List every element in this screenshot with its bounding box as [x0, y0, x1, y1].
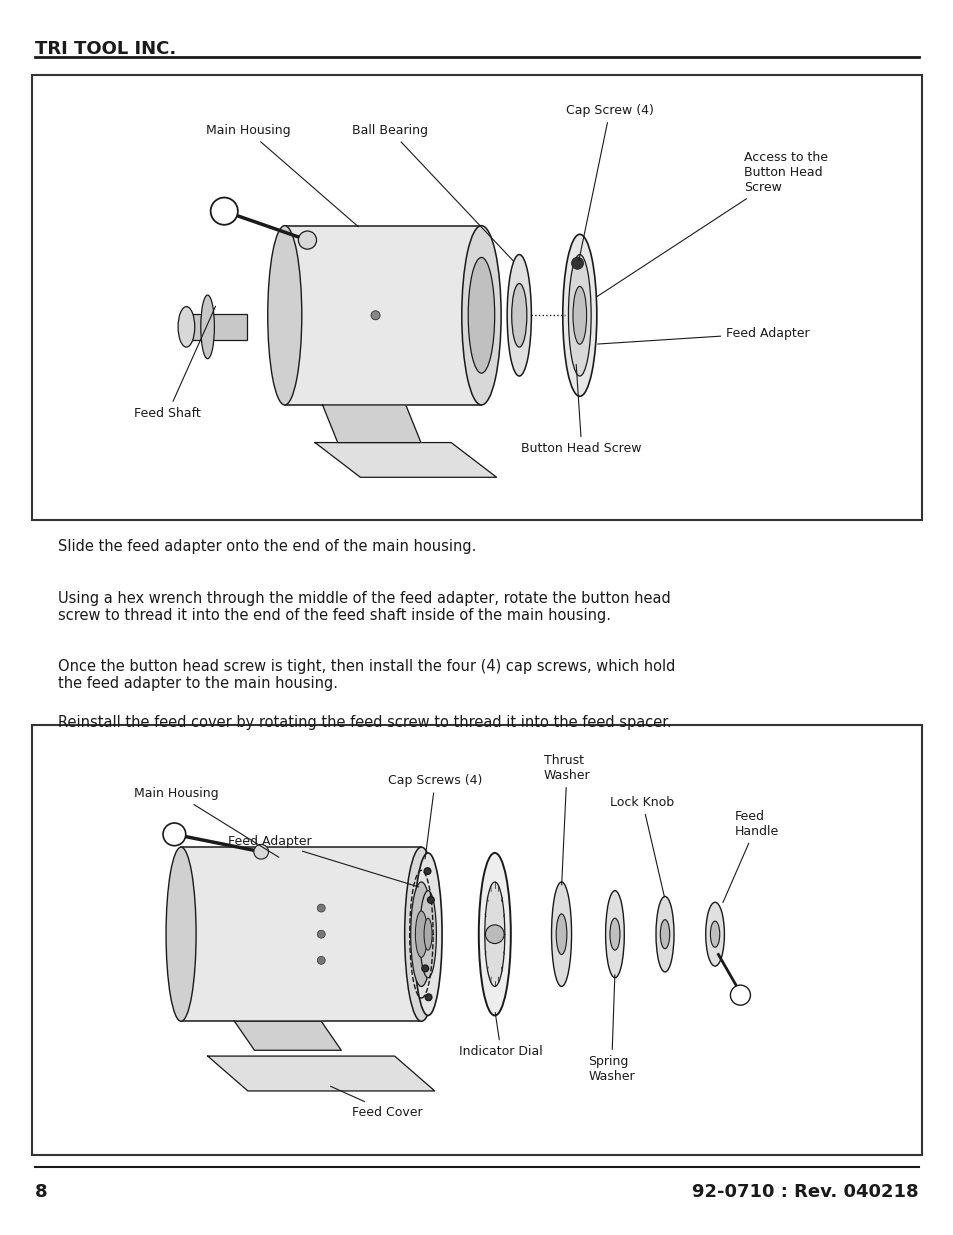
Ellipse shape [404, 847, 437, 1021]
Ellipse shape [551, 882, 571, 987]
Ellipse shape [659, 920, 669, 948]
Ellipse shape [410, 882, 432, 987]
Circle shape [317, 956, 325, 965]
Circle shape [485, 925, 503, 944]
Text: 92-0710 : Rev. 040218: 92-0710 : Rev. 040218 [692, 1183, 918, 1200]
Text: Feed Cover: Feed Cover [330, 1087, 422, 1119]
Text: Feed
Handle: Feed Handle [722, 810, 779, 903]
Bar [32, 725, 921, 1155]
Circle shape [163, 823, 186, 846]
Ellipse shape [573, 287, 586, 345]
Text: TRI TOOL INC.: TRI TOOL INC. [35, 40, 176, 58]
Text: Once the button head screw is tight, then install the four (4) cap screws, which: Once the button head screw is tight, the… [58, 659, 675, 692]
Text: Using a hex wrench through the middle of the feed adapter, rotate the button hea: Using a hex wrench through the middle of… [58, 592, 670, 624]
Circle shape [424, 868, 431, 874]
Circle shape [317, 930, 325, 939]
Ellipse shape [484, 882, 504, 987]
Ellipse shape [562, 235, 597, 396]
Ellipse shape [415, 911, 427, 957]
Text: Lock Knob: Lock Knob [610, 795, 674, 897]
Text: Cap Screws (4): Cap Screws (4) [388, 774, 482, 858]
Text: Thrust
Washer: Thrust Washer [543, 755, 590, 885]
Circle shape [371, 311, 379, 320]
Ellipse shape [419, 890, 436, 978]
Text: Reinstall the feed cover by rotating the feed screw to thread it into the feed s: Reinstall the feed cover by rotating the… [58, 715, 671, 730]
Circle shape [317, 904, 325, 913]
Ellipse shape [605, 890, 623, 978]
Ellipse shape [166, 847, 196, 1021]
Circle shape [298, 231, 316, 249]
Circle shape [425, 994, 432, 1000]
Polygon shape [322, 405, 420, 442]
Text: Ball Bearing: Ball Bearing [352, 125, 513, 262]
Ellipse shape [568, 254, 591, 375]
Ellipse shape [507, 254, 531, 375]
Bar [181, 847, 421, 1021]
Ellipse shape [710, 921, 719, 947]
Ellipse shape [656, 897, 674, 972]
Circle shape [571, 257, 583, 269]
Text: Spring
Washer: Spring Washer [588, 974, 634, 1083]
Text: Main Housing: Main Housing [205, 125, 358, 227]
Ellipse shape [423, 919, 432, 950]
Text: Main Housing: Main Housing [134, 787, 278, 857]
Ellipse shape [556, 914, 566, 955]
Polygon shape [234, 1021, 341, 1050]
Bar [284, 226, 481, 405]
Polygon shape [208, 1056, 435, 1091]
Ellipse shape [268, 226, 301, 405]
Ellipse shape [461, 226, 500, 405]
Circle shape [427, 897, 434, 903]
Text: Cap Screw (4): Cap Screw (4) [565, 104, 653, 261]
Ellipse shape [414, 853, 441, 1015]
Text: Feed Adapter: Feed Adapter [228, 835, 418, 887]
Text: Button Head Screw: Button Head Screw [521, 364, 641, 456]
Circle shape [253, 845, 268, 860]
Text: Indicator Dial: Indicator Dial [458, 1013, 542, 1058]
Text: Feed Adapter: Feed Adapter [598, 326, 809, 345]
Bar [32, 75, 921, 520]
Polygon shape [314, 442, 497, 477]
Text: Slide the feed adapter onto the end of the main housing.: Slide the feed adapter onto the end of t… [58, 538, 476, 555]
Circle shape [730, 986, 750, 1005]
Circle shape [211, 198, 237, 225]
Ellipse shape [705, 903, 723, 966]
Circle shape [421, 965, 428, 972]
Ellipse shape [478, 853, 510, 1015]
Text: 8: 8 [35, 1183, 48, 1200]
Ellipse shape [609, 919, 619, 950]
Ellipse shape [468, 257, 495, 373]
Ellipse shape [511, 284, 526, 347]
Text: Feed Shaft: Feed Shaft [134, 306, 215, 420]
Text: Access to the
Button Head
Screw: Access to the Button Head Screw [597, 152, 827, 296]
Ellipse shape [200, 295, 214, 358]
Bar [186, 314, 247, 340]
Ellipse shape [178, 306, 194, 347]
